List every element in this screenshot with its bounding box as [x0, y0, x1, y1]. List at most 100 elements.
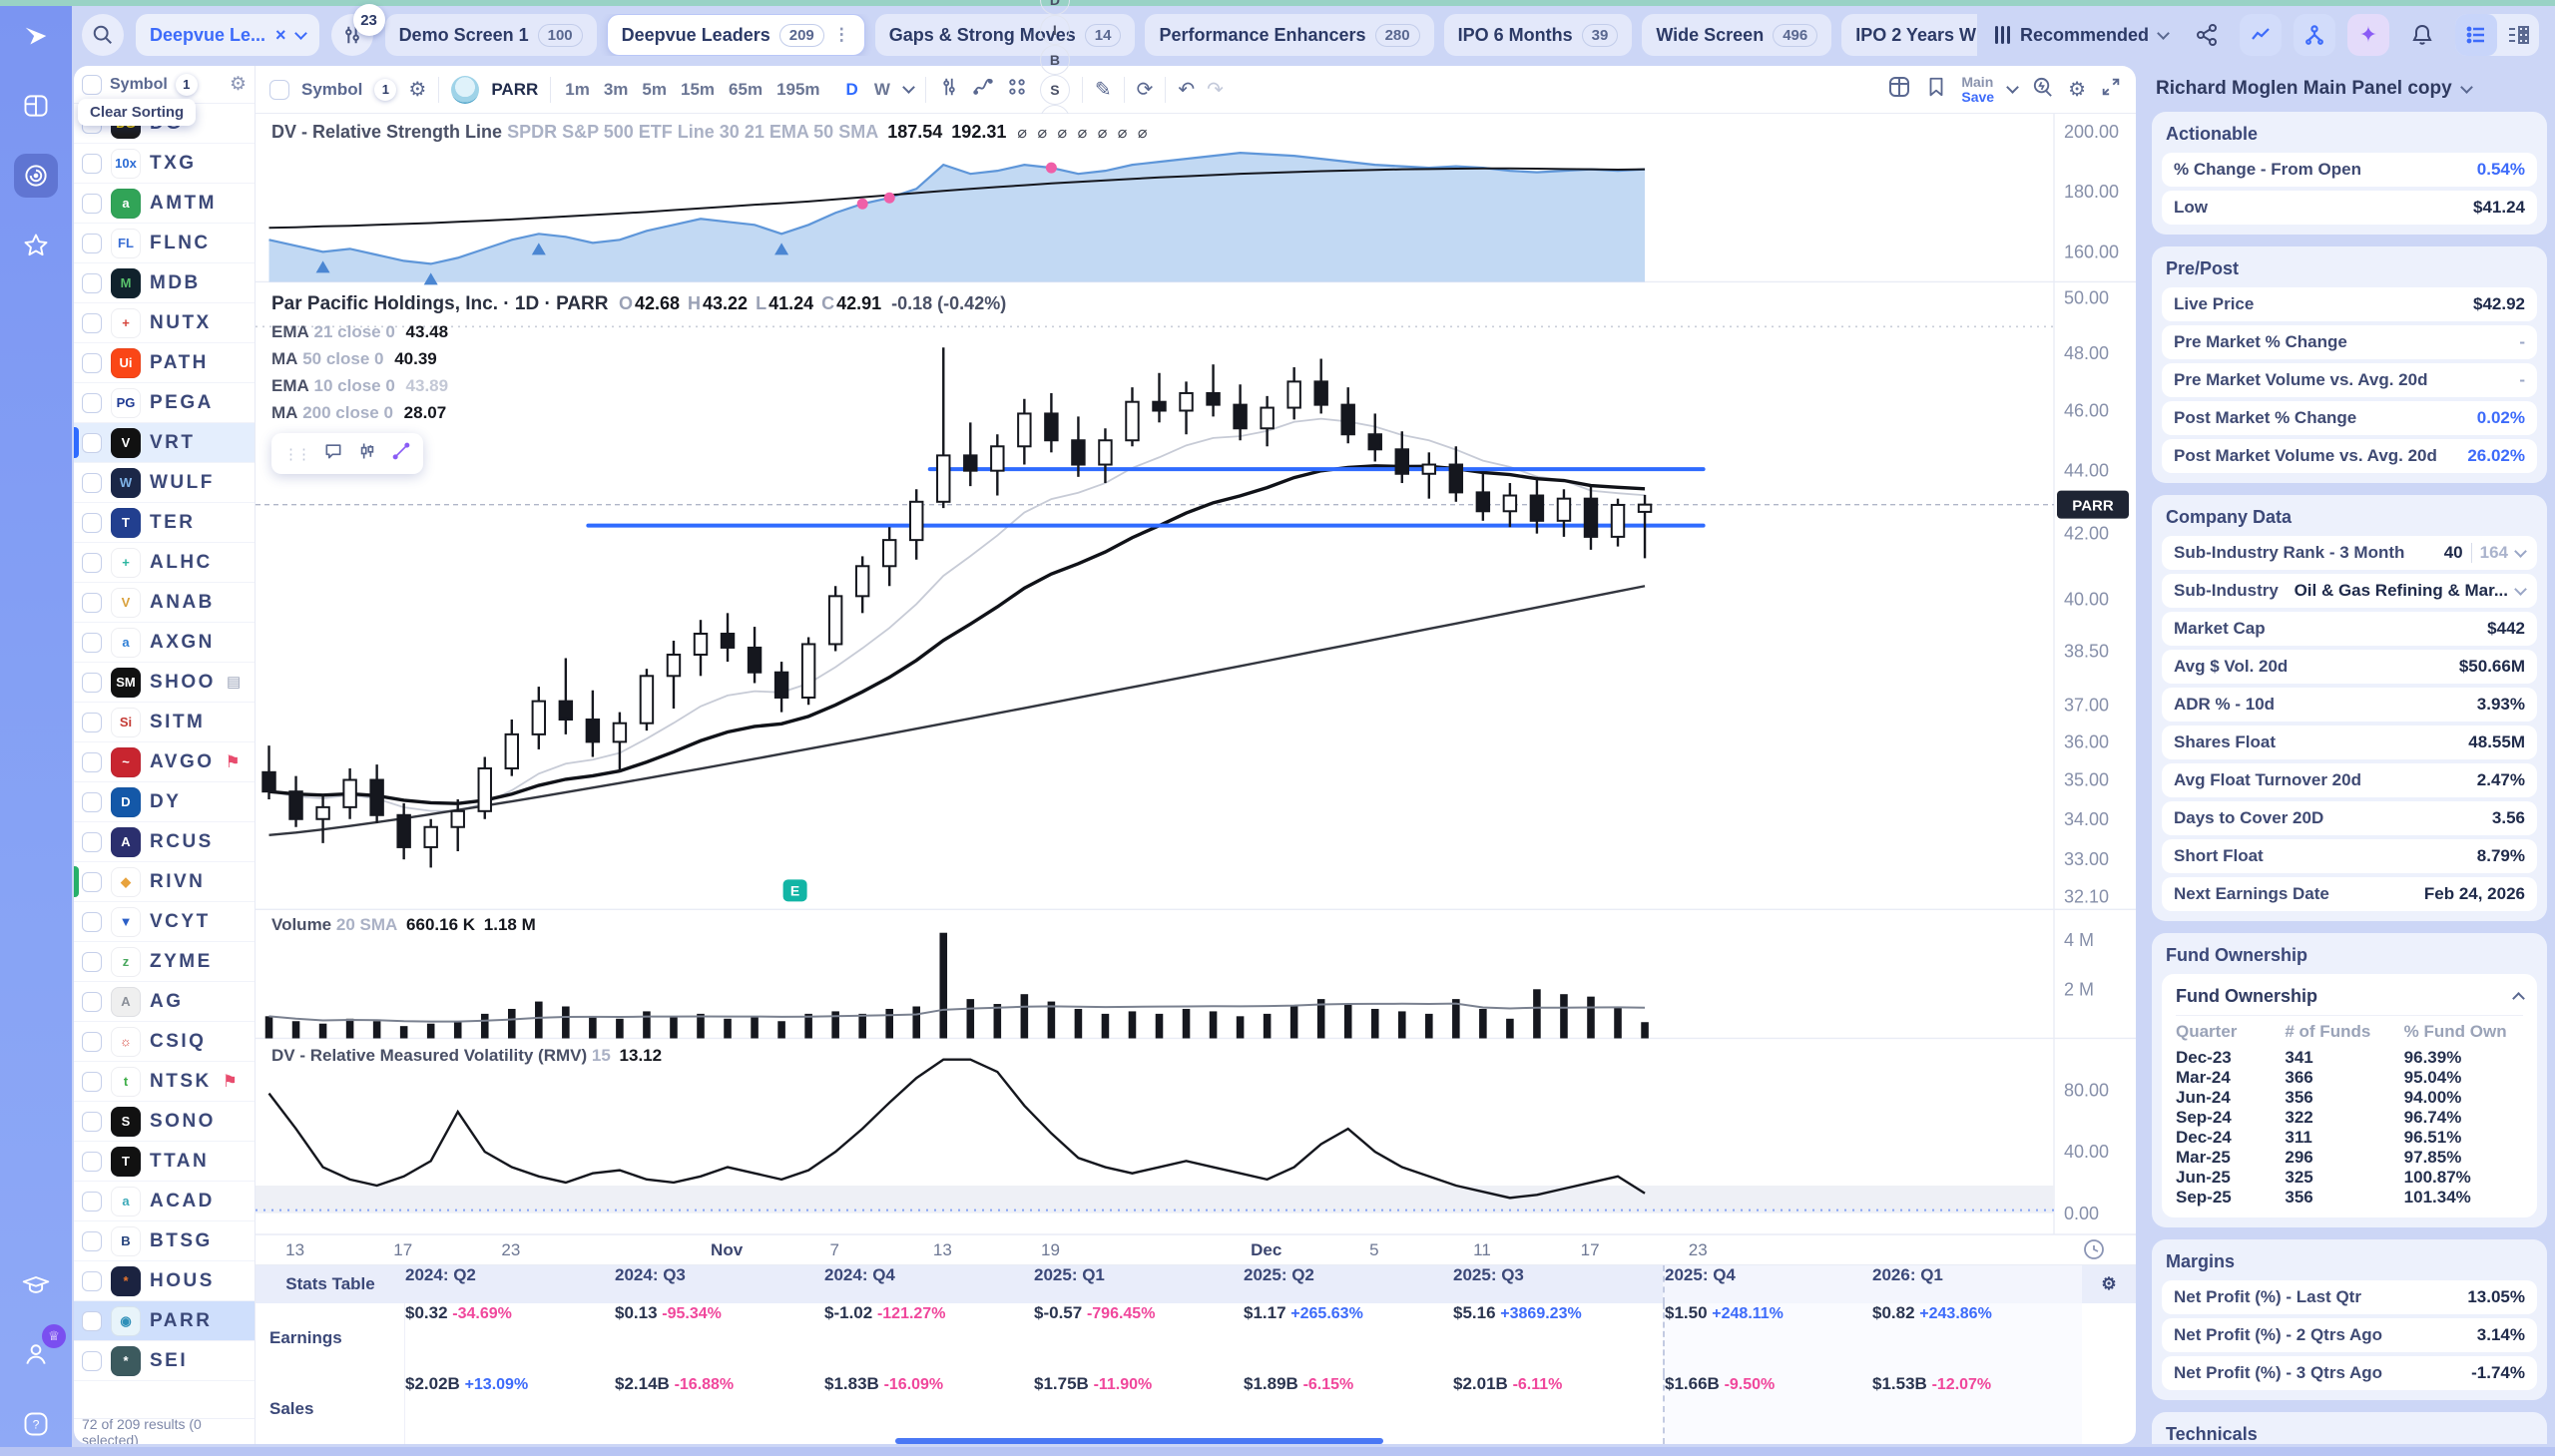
sales-cell[interactable]: $1.89B -6.15% — [1244, 1374, 1453, 1445]
metric-row[interactable]: Low $41.24 — [2162, 191, 2537, 225]
flow-view-button[interactable] — [2294, 14, 2335, 56]
stats-column-header[interactable]: 2024: Q2 — [405, 1265, 476, 1284]
stats-table-scrollbar[interactable] — [894, 1438, 1384, 1444]
screen-tab[interactable]: Demo Screen 1 100 ⋮ — [384, 14, 597, 56]
metric-chevron-icon[interactable] — [2514, 583, 2527, 596]
timeframe-chevron-icon[interactable] — [902, 81, 915, 94]
sales-cell[interactable]: $1.53B -12.07% — [1872, 1373, 2082, 1444]
redo-icon[interactable]: ↷ — [1207, 79, 1224, 101]
watchlist-row[interactable]: + ALHC — [74, 543, 255, 583]
row-checkbox[interactable] — [82, 1350, 102, 1371]
sales-cell[interactable]: $1.75B -11.90% — [1034, 1374, 1244, 1445]
metric-row[interactable]: % Change - From Open 0.54% — [2162, 153, 2537, 187]
quick-view-button[interactable]: B — [1039, 44, 1070, 75]
watchlist-row[interactable]: a AXGN — [74, 623, 255, 663]
watchlist-row[interactable]: SM SHOO — [74, 663, 255, 703]
sales-cell[interactable]: $2.14B -16.88% — [615, 1374, 824, 1445]
row-checkbox[interactable] — [82, 233, 102, 253]
earnings-cell[interactable]: $-0.57 -796.45% — [1034, 1303, 1244, 1374]
indicator-row[interactable]: EMA 21 close 0 43.48 — [271, 322, 1014, 342]
ai-sparkle-button[interactable]: ✦ — [2347, 14, 2389, 56]
timeframe-day-button[interactable]: D — [845, 79, 858, 99]
row-checkbox[interactable] — [82, 592, 102, 613]
select-all-checkbox[interactable] — [82, 74, 102, 95]
view-mode-dropdown[interactable]: Recommended — [1989, 25, 2174, 46]
row-checkbox[interactable] — [82, 1111, 102, 1132]
row-checkbox[interactable] — [82, 951, 102, 972]
watchlist-row[interactable]: T TER — [74, 503, 255, 543]
metric-row[interactable]: Market Cap $442 — [2162, 612, 2537, 646]
watchlist-row[interactable]: ◉ PARR — [74, 1301, 255, 1341]
stats-column-header[interactable]: 2024: Q3 — [615, 1265, 686, 1284]
price-chart[interactable]: 200.00180.00160.0050.0048.0046.0044.0042… — [256, 114, 2136, 1264]
save-button[interactable]: Save — [1961, 88, 1995, 105]
notifications-bell-icon[interactable] — [2401, 14, 2443, 56]
watchlist-row[interactable]: t NTSK — [74, 1062, 255, 1102]
metric-chevron-icon[interactable] — [2514, 545, 2527, 558]
watchlist-row[interactable]: T TTAN — [74, 1142, 255, 1182]
row-checkbox[interactable] — [82, 791, 102, 812]
volume-legend[interactable]: Volume 20 SMA 660.16 K 1.18 M — [271, 915, 536, 935]
row-checkbox[interactable] — [82, 991, 102, 1012]
watchlist-row[interactable]: M MDB — [74, 263, 255, 303]
row-checkbox[interactable] — [82, 712, 102, 732]
metric-row[interactable]: Shares Float 48.55M — [2162, 726, 2537, 759]
sales-cell[interactable]: $1.83B -16.09% — [824, 1374, 1034, 1445]
indicator-row[interactable]: MA 200 close 0 28.07 — [271, 403, 1014, 423]
watchlist-row[interactable]: ~ AVGO — [74, 742, 255, 782]
watchlist-row[interactable]: z ZYME — [74, 942, 255, 982]
dashboard-icon[interactable] — [14, 84, 58, 128]
sales-cell[interactable]: $2.01B -6.11% — [1453, 1374, 1663, 1445]
earnings-cell[interactable]: $1.50 +248.11% — [1663, 1303, 1872, 1374]
watchlist-row[interactable]: V ANAB — [74, 583, 255, 623]
stats-column-header[interactable]: 2025: Q3 — [1453, 1265, 1524, 1284]
watchlist-row[interactable]: B BTSG — [74, 1221, 255, 1261]
watchlist-row[interactable]: ▼ VCYT — [74, 902, 255, 942]
quick-view-button[interactable]: D — [1039, 0, 1070, 15]
watchlist-row[interactable]: FL FLNC — [74, 224, 255, 263]
metric-row[interactable]: Live Price $42.92 — [2162, 287, 2537, 321]
undo-icon[interactable]: ↶ — [1178, 79, 1196, 101]
earnings-cell[interactable]: $0.32 -34.69% — [405, 1303, 615, 1374]
tab-kebab-icon[interactable]: ⋮ — [832, 25, 850, 44]
grid-view-button[interactable] — [2497, 14, 2539, 56]
education-icon[interactable] — [14, 1262, 58, 1306]
collapse-chevron-icon[interactable] — [2512, 992, 2525, 1005]
row-checkbox[interactable] — [82, 831, 102, 852]
help-icon[interactable]: ? — [14, 1402, 58, 1446]
chart-settings-gear-icon[interactable]: ⚙ — [2068, 79, 2086, 101]
row-checkbox[interactable] — [82, 552, 102, 573]
earnings-cell[interactable]: $-1.02 -121.27% — [824, 1303, 1034, 1374]
watchlist-row[interactable]: S SONO — [74, 1102, 255, 1142]
watchlist-row[interactable]: V VRT — [74, 423, 255, 463]
row-checkbox[interactable] — [82, 312, 102, 333]
stats-column-header[interactable]: 2026: Q1 — [1872, 1265, 2082, 1303]
timeframe-button[interactable]: 65m — [729, 79, 764, 99]
row-checkbox[interactable] — [82, 1310, 102, 1331]
metric-row[interactable]: Net Profit (%) - Last Qtr 13.05% — [2162, 1280, 2537, 1314]
stats-column-header[interactable]: 2024: Q4 — [824, 1265, 895, 1284]
profile-icon[interactable]: ♕ — [14, 1324, 66, 1376]
screen-tab[interactable]: IPO 6 Months 39 ⋮ — [1443, 14, 1633, 56]
screen-tab[interactable]: Performance Enhancers 280 ⋮ — [1145, 14, 1434, 56]
row-checkbox[interactable] — [82, 472, 102, 493]
screener-icon[interactable] — [14, 154, 58, 198]
timeframe-button[interactable]: 5m — [642, 79, 667, 99]
clear-screen-icon[interactable]: × — [275, 24, 286, 45]
floating-draw-toolbar[interactable]: ⋮⋮ — [271, 433, 423, 475]
earnings-cell[interactable]: $0.13 -95.34% — [615, 1303, 824, 1374]
screen-tab[interactable]: Gaps & Strong Moves 14 ⋮ — [874, 14, 1136, 56]
row-checkbox[interactable] — [82, 392, 102, 413]
metric-row[interactable]: Short Float 8.79% — [2162, 839, 2537, 873]
metric-row[interactable]: Pre Market % Change - — [2162, 325, 2537, 359]
metric-row[interactable]: Sub-Industry Rank - 3 Month 40 164 — [2162, 536, 2537, 570]
watchlist-row[interactable]: D DY — [74, 782, 255, 822]
timeframe-week-button[interactable]: W — [873, 79, 890, 99]
chart-plot-area[interactable]: 200.00 180.00 160.00 50.00 48.00 46.00 44.00 42… — [256, 114, 2136, 1264]
price-legend[interactable]: Par Pacific Holdings, Inc. · 1D · PARR O… — [271, 293, 1014, 475]
row-checkbox[interactable] — [82, 871, 102, 892]
refresh-icon[interactable]: ⟳ — [1136, 79, 1154, 101]
drag-handle-icon[interactable]: ⋮⋮ — [283, 445, 311, 463]
row-checkbox[interactable] — [82, 432, 102, 453]
row-checkbox[interactable] — [82, 751, 102, 772]
